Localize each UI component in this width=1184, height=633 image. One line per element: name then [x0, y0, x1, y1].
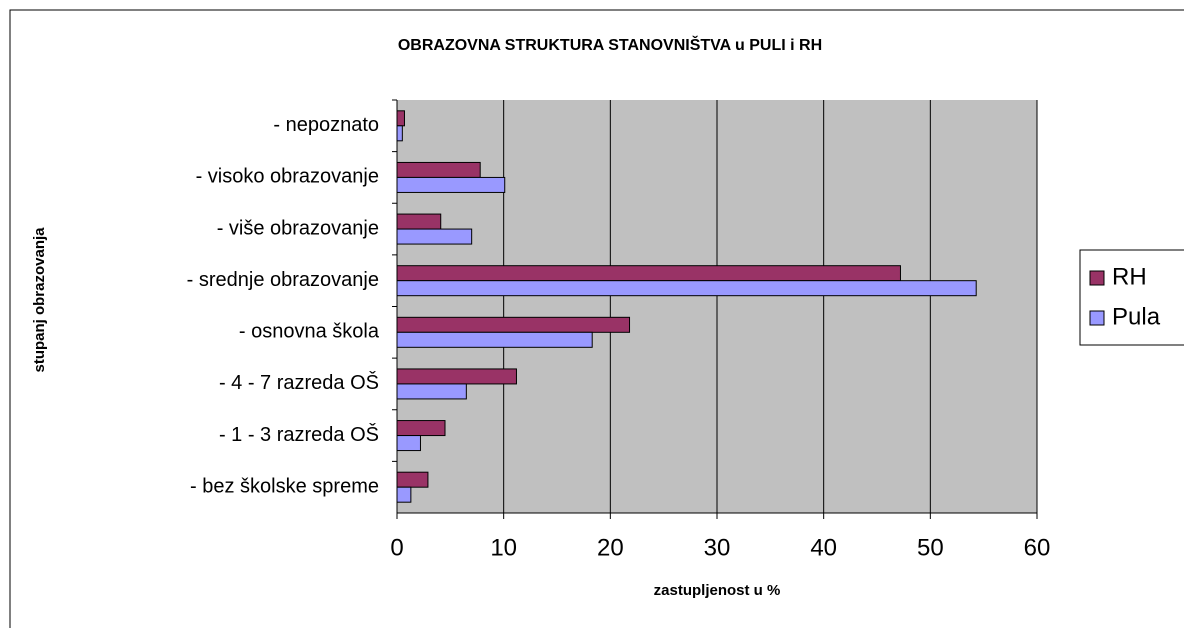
x-tick-label: 40: [810, 534, 837, 561]
bar: [396, 265, 901, 282]
bar: [396, 213, 442, 230]
y-tick-label: - visoko obrazovanje: [196, 166, 379, 188]
bar: [396, 368, 517, 385]
x-tick-label: 0: [390, 534, 403, 561]
bar: [396, 110, 405, 127]
y-tick-label: - više obrazovanje: [217, 217, 379, 239]
y-tick-label: - srednje obrazovanje: [187, 269, 379, 291]
y-tick-label: - 4 - 7 razreda OŠ: [219, 371, 379, 394]
bar: [396, 161, 481, 178]
bar: [396, 420, 446, 437]
y-tick-label: - nepoznato: [273, 114, 379, 136]
bar: [396, 486, 412, 503]
x-tick-label: 60: [1024, 534, 1051, 561]
bar: [396, 280, 977, 297]
legend-label: Pula: [1112, 303, 1161, 330]
bar: [396, 331, 593, 348]
legend-swatch: [1089, 270, 1105, 286]
x-axis-title: zastupljenost u %: [654, 582, 781, 599]
x-tick-label: 10: [490, 534, 517, 561]
y-tick-label: - osnovna škola: [239, 321, 380, 343]
legend-swatch: [1089, 310, 1105, 326]
legend-label: RH: [1112, 263, 1147, 290]
bar: [396, 383, 467, 400]
bar: [396, 316, 631, 333]
chart-title: OBRAZOVNA STRUKTURA STANOVNIŠTVA u PULI …: [398, 35, 822, 54]
y-tick-label: - 1 - 3 razreda OŠ: [219, 423, 379, 446]
bar: [396, 176, 506, 193]
x-tick-label: 30: [704, 534, 731, 561]
y-tick-label: - bez školske spreme: [190, 475, 379, 497]
x-tick-label: 20: [597, 534, 624, 561]
bar: [396, 228, 473, 245]
x-tick-label: 50: [917, 534, 944, 561]
legend-box: [1079, 249, 1184, 346]
bar: [396, 125, 403, 142]
y-axis-title: stupanj obrazovanja: [31, 227, 48, 373]
bar: [396, 435, 421, 452]
bar: [396, 471, 429, 488]
